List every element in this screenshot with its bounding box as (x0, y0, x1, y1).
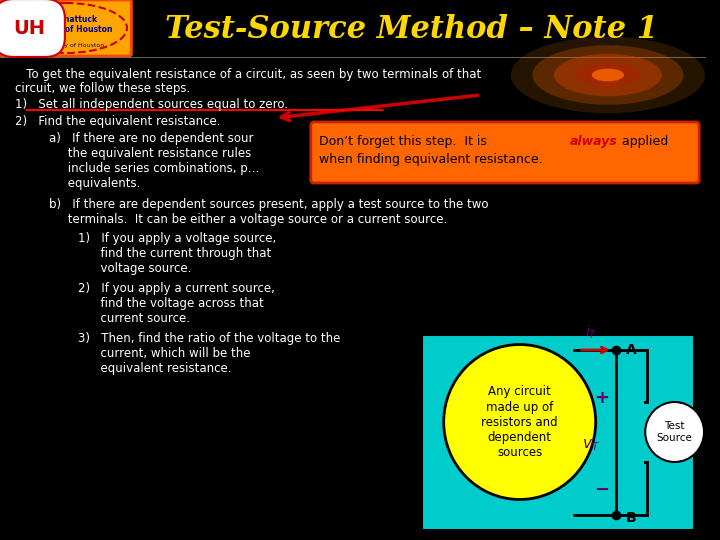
Text: circuit, we follow these steps.: circuit, we follow these steps. (14, 82, 190, 95)
Text: b)   If there are dependent sources present, apply a test source to the two: b) If there are dependent sources presen… (49, 198, 489, 211)
Ellipse shape (554, 54, 662, 96)
FancyBboxPatch shape (0, 0, 131, 56)
Text: 1)   Set all independent sources equal to zero.: 1) Set all independent sources equal to … (14, 98, 288, 111)
Text: B: B (626, 511, 636, 525)
Text: © University of Houston: © University of Houston (27, 42, 104, 48)
Text: UH: UH (14, 18, 45, 37)
Text: $i_T$: $i_T$ (585, 323, 598, 341)
Ellipse shape (575, 62, 640, 87)
Text: a)   If there are no dependent sour: a) If there are no dependent sour (49, 132, 253, 145)
Text: find the current through that: find the current through that (78, 247, 271, 260)
FancyBboxPatch shape (311, 122, 699, 183)
Text: 2)   If you apply a current source,: 2) If you apply a current source, (78, 282, 275, 295)
Text: +: + (595, 389, 610, 407)
Text: the equivalent resistance rules: the equivalent resistance rules (49, 147, 251, 160)
Text: Test-Source Method – Note 1: Test-Source Method – Note 1 (166, 15, 658, 45)
Bar (422, 335, 694, 530)
FancyArrowPatch shape (282, 95, 477, 120)
Text: find the voltage across that: find the voltage across that (78, 297, 264, 310)
Text: 1)   If you apply a voltage source,: 1) If you apply a voltage source, (78, 232, 276, 245)
Text: include series combinations, p…: include series combinations, p… (49, 162, 259, 175)
Text: Dave Shattuck
University of Houston: Dave Shattuck University of Houston (19, 15, 113, 35)
Text: $v_T$: $v_T$ (582, 437, 600, 453)
Text: To get the equivalent resistance of a circuit, as seen by two terminals of that: To get the equivalent resistance of a ci… (14, 68, 481, 81)
Text: −: − (595, 481, 610, 499)
Text: A: A (626, 343, 636, 357)
Ellipse shape (533, 45, 683, 105)
Circle shape (645, 402, 704, 462)
Text: equivalents.: equivalents. (49, 177, 140, 190)
Ellipse shape (511, 37, 705, 113)
Text: Test
Source: Test Source (657, 421, 693, 443)
Text: 3)   Then, find the ratio of the voltage to the: 3) Then, find the ratio of the voltage t… (78, 332, 341, 345)
Text: equivalent resistance.: equivalent resistance. (78, 362, 232, 375)
Text: always: always (570, 135, 618, 148)
Text: when finding equivalent resistance.: when finding equivalent resistance. (319, 153, 542, 166)
Text: 2)   Find the equivalent resistance.: 2) Find the equivalent resistance. (14, 115, 220, 128)
Text: voltage source.: voltage source. (78, 262, 192, 275)
Text: current source.: current source. (78, 312, 191, 325)
Text: terminals.  It can be either a voltage source or a current source.: terminals. It can be either a voltage so… (49, 213, 447, 226)
Text: Don’t forget this step.  It is: Don’t forget this step. It is (319, 135, 490, 148)
Text: Any circuit
made up of
resistors and
dependent
sources: Any circuit made up of resistors and dep… (482, 386, 558, 458)
Text: applied: applied (618, 135, 668, 148)
Text: current, which will be the: current, which will be the (78, 347, 251, 360)
Ellipse shape (592, 69, 624, 82)
Ellipse shape (444, 345, 595, 500)
